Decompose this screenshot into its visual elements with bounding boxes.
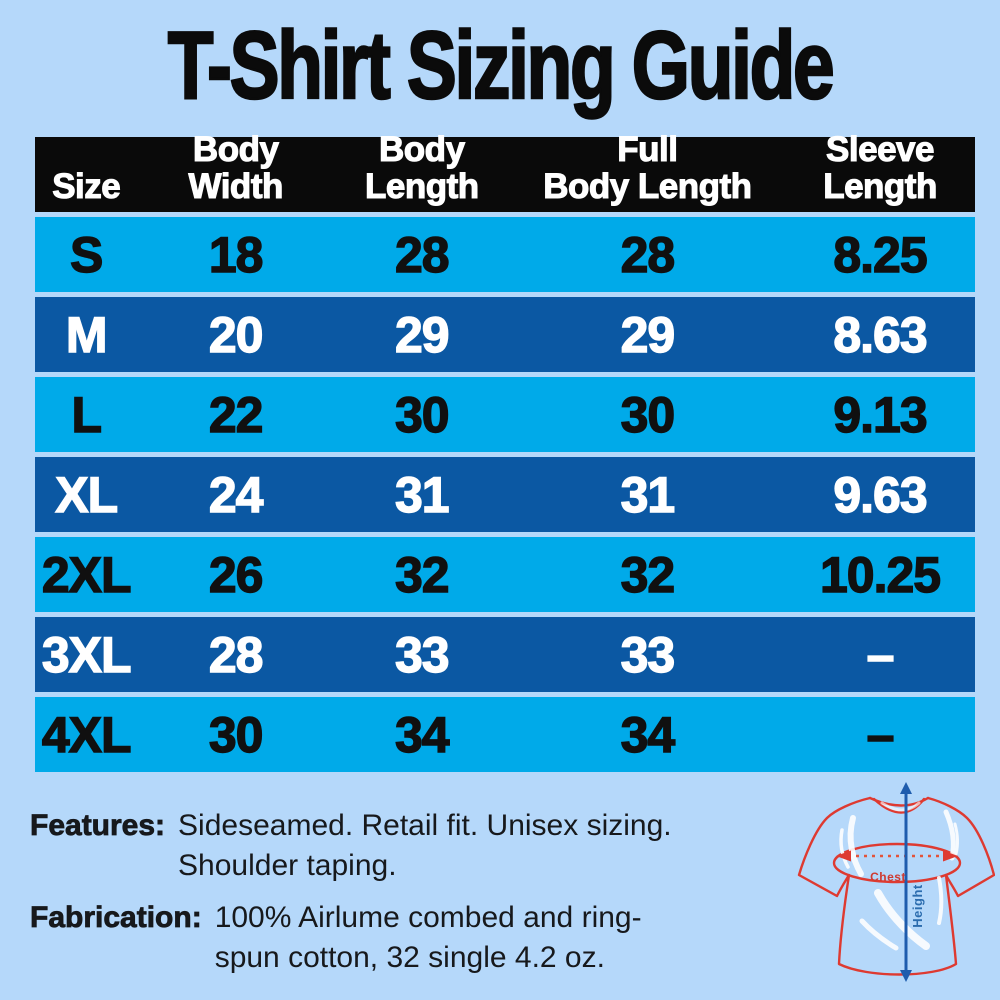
full-body-length-cell: 28: [620, 226, 676, 283]
sleeve-length-cell: –: [866, 706, 895, 763]
table-header-row: Size Body Width Body Length Full Body Le…: [35, 130, 975, 212]
size-cell: L: [71, 386, 103, 443]
height-arrow: [900, 782, 912, 982]
sleeve-length-cell: –: [866, 626, 895, 683]
full-body-length-cell: 31: [620, 466, 676, 523]
fabrication-label: Fabrication:: [30, 901, 202, 935]
header-line: Body: [378, 130, 465, 169]
full-body-length-cell: 30: [620, 386, 676, 443]
table-row-4xl: 4XL 30 34 34 –: [35, 697, 975, 772]
header-line: Sleeve: [825, 130, 935, 169]
full-body-length-cell: 32: [620, 546, 676, 603]
body-width-cell: 20: [208, 306, 264, 363]
header-line: Length: [364, 167, 479, 206]
body-width-cell: 30: [208, 706, 264, 763]
fabrication-text: 100% Airlume combed and ring- spun cotto…: [215, 898, 642, 978]
body-length-cell: 31: [394, 466, 450, 523]
full-body-length-cell: 34: [620, 706, 676, 763]
features-note: Features: Sideseamed. Retail fit. Unisex…: [30, 806, 800, 886]
header-line: Body: [192, 130, 279, 169]
sleeve-length-cell: 8.25: [833, 226, 929, 283]
table-row-3xl: 3XL 28 33 33 –: [35, 617, 975, 692]
body-width-cell: 26: [208, 546, 264, 603]
body-width-cell: 24: [208, 466, 264, 523]
table-row-m: M 20 29 29 8.63: [35, 297, 975, 372]
body-length-cell: 34: [394, 706, 450, 763]
body-width-cell: 22: [208, 386, 264, 443]
size-cell: 3XL: [41, 626, 132, 683]
body-length-cell: 29: [394, 306, 450, 363]
sleeve-length-cell: 9.13: [833, 386, 929, 443]
header-body-length: Body Length: [334, 130, 510, 212]
header-sleeve-length: Sleeve Length: [785, 130, 975, 212]
fabrication-line-1: 100% Airlume combed and ring-: [214, 901, 642, 934]
header-line: Body Length: [543, 167, 753, 206]
page-title: T-Shirt Sizing Guide: [167, 12, 836, 119]
body-length-cell: 30: [394, 386, 450, 443]
fabric-highlights: [839, 801, 959, 951]
fabrication-note: Fabrication: 100% Airlume combed and rin…: [30, 898, 800, 978]
sleeve-length-cell: 9.63: [833, 466, 929, 523]
body-width-cell: 28: [208, 626, 264, 683]
sleeve-length-cell: 8.63: [833, 306, 929, 363]
size-cell: 2XL: [41, 546, 132, 603]
body-length-cell: 33: [394, 626, 450, 683]
header-line: Length: [823, 167, 938, 206]
body-width-cell: 18: [208, 226, 264, 283]
body-length-cell: 32: [394, 546, 450, 603]
chest-width-arrow: [836, 850, 958, 862]
table-row-2xl: 2XL 26 32 32 10.25: [35, 537, 975, 612]
size-cell: 4XL: [41, 706, 132, 763]
features-line-2: Shoulder taping.: [178, 849, 397, 882]
header-body-width: Body Width: [137, 130, 333, 212]
fabrication-line-2: spun cotton, 32 single 4.2 oz.: [214, 941, 605, 974]
chest-label: Chest: [870, 870, 906, 884]
header-line: Full: [617, 130, 679, 169]
full-body-length-cell: 33: [620, 626, 676, 683]
sleeve-length-cell: 10.25: [819, 546, 942, 603]
table-row-xl: XL 24 31 31 9.63: [35, 457, 975, 532]
header-size: Size: [35, 137, 137, 212]
full-body-length-cell: 29: [620, 306, 676, 363]
header-line: Size: [52, 167, 122, 206]
table-row-l: L 22 30 30 9.13: [35, 377, 975, 452]
height-label: Height: [910, 884, 925, 928]
size-cell: M: [65, 306, 108, 363]
header-line: Width: [188, 167, 284, 206]
size-table: Size Body Width Body Length Full Body Le…: [35, 130, 975, 777]
features-label: Features:: [30, 809, 166, 843]
size-cell: S: [69, 226, 104, 283]
size-cell: XL: [55, 466, 119, 523]
table-row-s: S 18 28 28 8.25: [35, 217, 975, 292]
tshirt-outline-icon: [797, 796, 995, 976]
features-line-1: Sideseamed. Retail fit. Unisex sizing.: [178, 809, 672, 842]
notes-section: Features: Sideseamed. Retail fit. Unisex…: [30, 806, 800, 990]
features-text: Sideseamed. Retail fit. Unisex sizing. S…: [178, 806, 672, 886]
header-full-body-length: Full Body Length: [510, 130, 785, 212]
body-length-cell: 28: [394, 226, 450, 283]
tshirt-measurement-diagram: Chest Height: [797, 782, 995, 982]
